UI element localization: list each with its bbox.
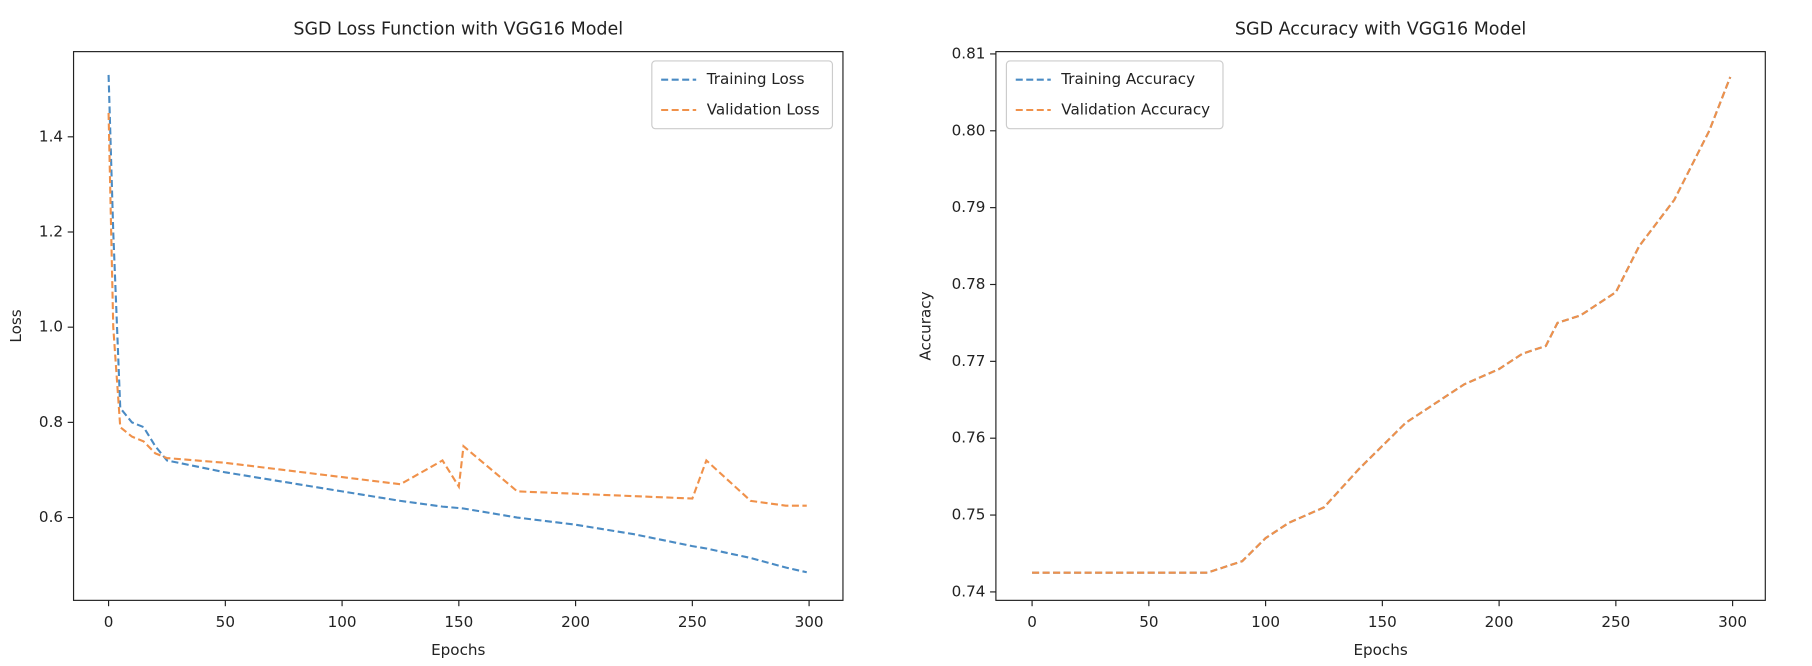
y-tick-label: 0.77 (952, 352, 986, 370)
legend-box (651, 60, 834, 130)
data-line (1032, 76, 1732, 574)
x-tick-label: 250 (678, 613, 707, 631)
y-tick-label: 0.80 (952, 121, 986, 139)
legend-label: Training Loss (706, 70, 805, 88)
legend-label: Training Accuracy (1060, 70, 1195, 88)
y-tick-label: 0.6 (39, 508, 63, 526)
legend: Training Accuracy Validation Accuracy (1005, 60, 1224, 130)
y-tick-label: 1.2 (39, 223, 63, 241)
y-tick-label: 0.75 (952, 506, 986, 524)
x-tick-label: 300 (1718, 613, 1747, 631)
y-tick-label: 0.74 (952, 582, 986, 600)
x-tick-label: 0 (1027, 613, 1037, 631)
y-tick-label: 0.81 (952, 44, 986, 62)
x-tick-label: 200 (561, 613, 590, 631)
y-tick-label: 1.0 (39, 318, 63, 336)
x-axis-label: Epochs (431, 641, 485, 659)
y-tick-label: 0.78 (952, 275, 986, 293)
legend-box (1005, 60, 1224, 130)
data-line (1032, 76, 1732, 574)
x-tick-label: 100 (1251, 613, 1280, 631)
y-tick-label: 0.79 (952, 198, 986, 216)
plot-frame (72, 51, 844, 601)
x-tick-label: 250 (1601, 613, 1630, 631)
legend: Training Loss Validation Loss (651, 60, 834, 130)
y-tick-label: 0.8 (39, 413, 63, 431)
x-tick-label: 200 (1485, 613, 1514, 631)
x-tick-label: 50 (216, 613, 235, 631)
chart-title: SGD Accuracy with VGG16 Model (1235, 19, 1526, 39)
plot-frame (995, 51, 1766, 601)
y-tick-label: 1.4 (39, 127, 63, 145)
x-tick-label: 0 (104, 613, 114, 631)
data-line (107, 112, 807, 507)
y-axis-label: Loss (7, 309, 25, 342)
x-tick-label: 150 (1368, 613, 1397, 631)
y-axis-label: Accuracy (916, 291, 934, 360)
chart-title: SGD Loss Function with VGG16 Model (293, 19, 623, 39)
legend-label: Validation Loss (707, 101, 820, 119)
data-line (107, 74, 807, 574)
x-tick-label: 50 (1139, 613, 1158, 631)
x-tick-label: 150 (444, 613, 473, 631)
legend-label: Validation Accuracy (1061, 101, 1210, 119)
y-tick-label: 0.76 (952, 429, 986, 447)
x-axis-label: Epochs (1353, 641, 1407, 659)
x-tick-label: 100 (328, 613, 357, 631)
x-tick-label: 300 (795, 613, 824, 631)
